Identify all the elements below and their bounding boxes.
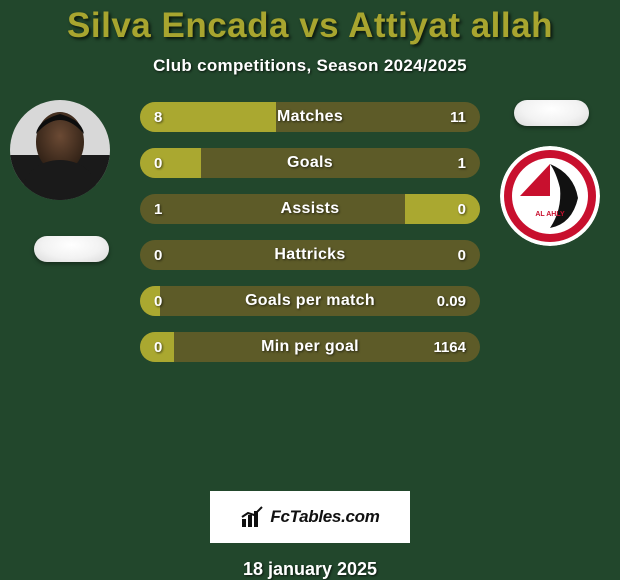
stat-bar-label: Hattricks	[140, 240, 480, 270]
player-left-club-badge	[34, 236, 109, 262]
stat-bar-value-left: 8	[154, 102, 162, 132]
stat-bar-label: Assists	[140, 194, 480, 224]
stat-bar-value-left: 0	[154, 240, 162, 270]
stat-bar-value-right: 0.09	[437, 286, 466, 316]
subtitle: Club competitions, Season 2024/2025	[153, 56, 467, 76]
stat-bar: Min per goal0 1164	[140, 332, 480, 362]
comparison-stage: AL AHLY Matches811Goals01Assists10Hattri…	[0, 76, 620, 481]
stat-bar-value-right: 1164	[433, 332, 466, 362]
stat-bar-label: Goals	[140, 148, 480, 178]
stat-bars: Matches811Goals01Assists10Hattricks00Goa…	[140, 102, 480, 362]
stat-bar: Goals per match0 0.09	[140, 286, 480, 316]
stat-bar: Hattricks0 0	[140, 240, 480, 270]
player-right-club-badge: AL AHLY	[500, 146, 600, 246]
brand-logo-icon	[240, 505, 264, 529]
stat-bar-label: Matches	[140, 102, 480, 132]
stat-bar: Assists1 0	[140, 194, 480, 224]
date-text: 18 january 2025	[243, 559, 377, 580]
stat-bar-value-left: 0	[154, 286, 162, 316]
svg-text:AL AHLY: AL AHLY	[535, 211, 565, 218]
stat-bar-label: Goals per match	[140, 286, 480, 316]
content: Silva Encada vs Attiyat allah Club compe…	[0, 0, 620, 580]
stat-bar: Matches8 11	[140, 102, 480, 132]
stat-bar-value-right: 0	[458, 194, 466, 224]
brand-text: FcTables.com	[270, 507, 379, 527]
stat-bar-value-left: 0	[154, 332, 162, 362]
stat-bar-value-right: 0	[458, 240, 466, 270]
stat-bar-label: Min per goal	[140, 332, 480, 362]
stat-bar-value-right: 1	[458, 148, 466, 178]
brand-box: FcTables.com	[210, 491, 410, 543]
stat-bar-value-left: 1	[154, 194, 162, 224]
stat-bar-value-left: 0	[154, 148, 162, 178]
stat-bar: Goals0 1	[140, 148, 480, 178]
stat-bar-value-right: 11	[450, 102, 466, 132]
player-right-club-placeholder	[514, 100, 589, 126]
page-title: Silva Encada vs Attiyat allah	[67, 6, 553, 46]
player-left-avatar	[10, 100, 110, 200]
